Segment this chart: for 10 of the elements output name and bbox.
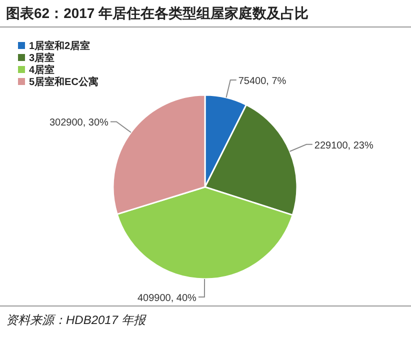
legend-label: 3居室 — [29, 52, 55, 64]
data-label: 302900, 30% — [50, 118, 109, 129]
text: 资料来源：HDB2017 年报 — [6, 313, 146, 327]
data-label: 75400, 7% — [238, 76, 286, 87]
chart-title: 图表62：2017 年居住在各类型组屋家庭数及占比 — [6, 5, 309, 21]
legend-label: 1居室和2居室 — [29, 40, 90, 52]
data-label: 409900, 40% — [138, 293, 197, 304]
data-label: 229100, 23% — [314, 140, 374, 152]
legend-label: 4居室 — [29, 64, 55, 76]
legend-label: 5居室和EC公寓 — [29, 76, 98, 88]
